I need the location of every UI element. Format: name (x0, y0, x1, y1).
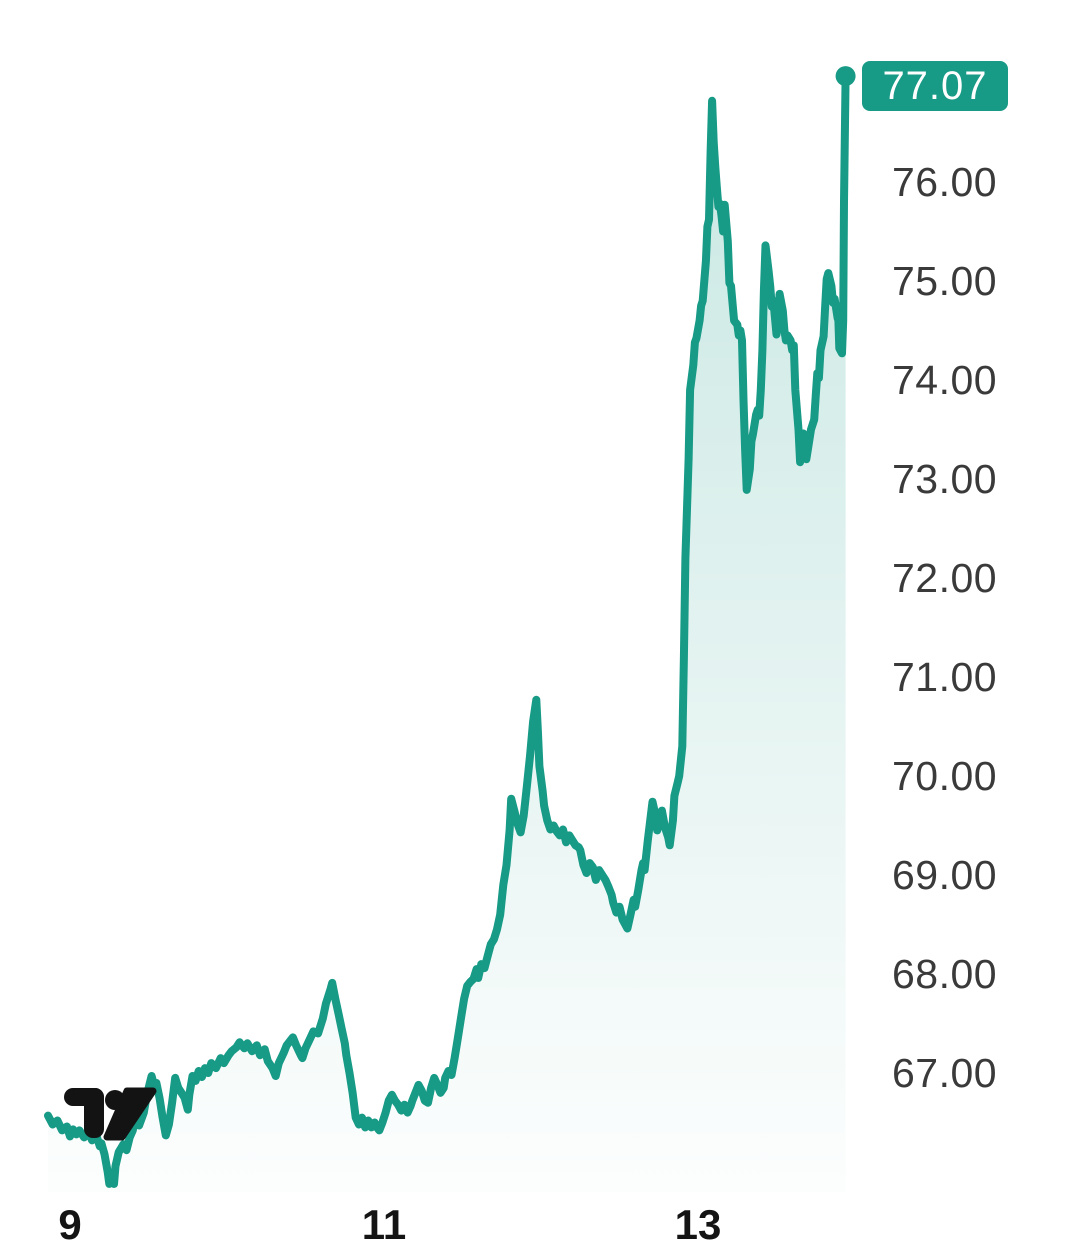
y-axis-label: 67.00 (892, 1050, 998, 1096)
last-price-dot (835, 66, 856, 87)
last-price-badge: 77.07 (862, 61, 1008, 111)
price-area-fill (48, 76, 846, 1193)
y-axis-label: 76.00 (892, 159, 998, 205)
y-axis-label: 74.00 (892, 357, 998, 403)
last-price-value: 77.07 (882, 63, 988, 108)
x-axis-label: 13 (674, 1201, 722, 1248)
y-axis-label: 71.00 (892, 654, 998, 700)
y-axis-label: 72.00 (892, 555, 998, 601)
price-line (44, 72, 850, 1188)
y-axis-label: 68.00 (892, 951, 998, 997)
y-axis-label: 70.00 (892, 753, 998, 799)
y-axis-label: 69.00 (892, 852, 998, 898)
y-axis-label: 73.00 (892, 456, 998, 502)
y-axis-label: 75.00 (892, 258, 998, 304)
x-axis-label: 9 (58, 1201, 82, 1248)
tradingview-logo-icon[interactable] (64, 1087, 157, 1141)
x-axis-label: 11 (361, 1201, 407, 1248)
